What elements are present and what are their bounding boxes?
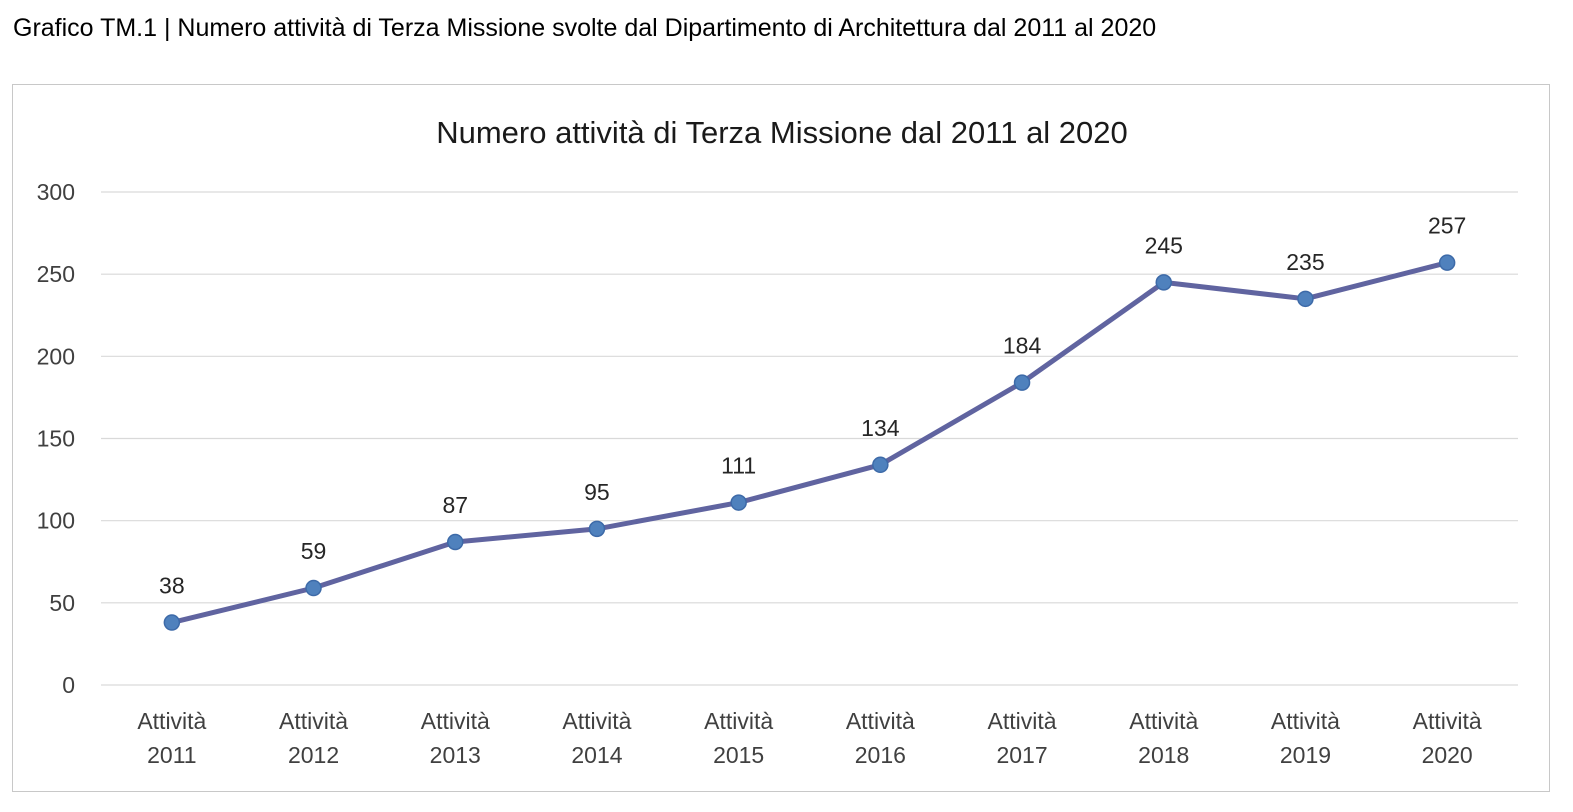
figure-caption: Grafico TM.1 | Numero attività di Terza …: [13, 14, 1157, 42]
data-point: [1013, 374, 1031, 391]
data-point: [872, 456, 889, 474]
x-tick-label: Attività 2017: [988, 708, 1057, 768]
data-point: [588, 520, 606, 538]
data-label: 87: [442, 492, 468, 518]
data-labels: 38 59 87 95 111 134 184 245 235 257: [159, 213, 1466, 599]
x-tick-label: Attività 2018: [1129, 708, 1198, 768]
data-label: 95: [584, 479, 610, 505]
data-point: [1155, 274, 1172, 291]
data-label: 111: [721, 453, 756, 479]
y-tick-label: 50: [49, 590, 75, 616]
data-point: [447, 533, 464, 551]
x-tick-label: Attività 2020: [1413, 708, 1482, 768]
x-tick-label: Attività 2013: [421, 708, 490, 768]
y-tick-label: 250: [37, 261, 75, 287]
x-axis-tick-labels: Attività 2011 Attività 2012 Attività 2013 Atti…: [137, 708, 1482, 768]
data-label: 235: [1286, 249, 1324, 275]
data-point: [1297, 290, 1314, 308]
grid-lines: [101, 191, 1518, 686]
data-label: 245: [1145, 232, 1183, 258]
series-line: [169, 260, 1450, 626]
y-tick-label: 100: [37, 508, 75, 534]
x-tick-label: Attività 2014: [562, 708, 631, 768]
data-series: [169, 260, 1450, 626]
y-tick-label: 300: [37, 179, 75, 205]
x-tick-label: Attività 2011: [137, 708, 206, 768]
chart-title: Numero attività di Terza Missione dal 20…: [436, 115, 1128, 150]
y-axis-tick-labels: 0 50 100 150 200 250 300: [37, 179, 75, 698]
x-tick-label: Attività 2015: [704, 708, 773, 768]
x-tick-label: Attività 2019: [1271, 708, 1340, 768]
data-point: [305, 579, 322, 597]
data-label: 184: [1003, 333, 1042, 359]
x-tick-label: Attività 2016: [846, 708, 915, 768]
data-label: 38: [159, 573, 185, 599]
data-point: [1438, 254, 1456, 271]
data-label: 59: [301, 538, 327, 564]
y-tick-label: 200: [37, 343, 75, 369]
data-label: 134: [861, 415, 900, 441]
y-tick-label: 0: [62, 672, 75, 698]
data-label: 257: [1428, 213, 1466, 239]
data-point: [730, 494, 747, 511]
data-markers: [163, 254, 1456, 631]
data-point: [163, 614, 181, 631]
x-tick-label: Attività 2012: [279, 708, 348, 768]
y-tick-label: 150: [37, 426, 75, 452]
